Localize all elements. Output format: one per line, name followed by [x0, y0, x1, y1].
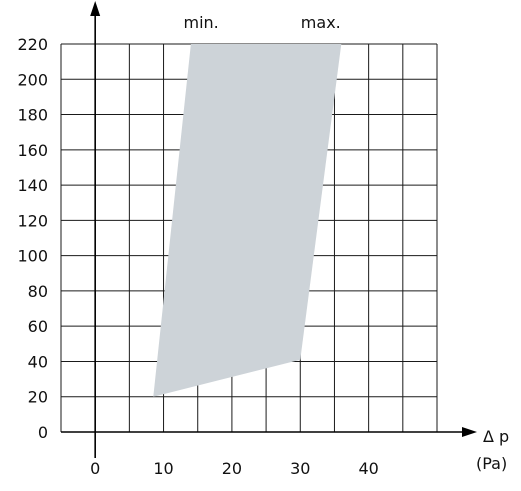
x-axis-unit: (Pa) [476, 454, 507, 473]
min-annotation: min. [184, 13, 219, 32]
y-tick-label: 20 [28, 388, 48, 407]
y-tick-label: 60 [28, 317, 48, 336]
y-tick-label: 100 [17, 247, 48, 266]
x-axis-label: Δ p [483, 427, 509, 446]
max-annotation: max. [301, 13, 341, 32]
y-tick-label: 80 [28, 282, 48, 301]
x-axis-arrow-icon [462, 427, 477, 437]
x-tick-label: 0 [90, 459, 100, 478]
y-tick-label: 200 [17, 70, 48, 89]
operating-range-area [153, 44, 342, 397]
x-tick-label: 30 [290, 459, 310, 478]
y-tick-label: 0 [38, 423, 48, 442]
y-tick-label: 120 [17, 211, 48, 230]
x-tick-label: 20 [222, 459, 242, 478]
x-tick-label: 40 [358, 459, 378, 478]
y-tick-label: 220 [17, 35, 48, 54]
y-tick-labels: 0 20 40 60 80 100 120 140 160 180 200 220 [17, 35, 48, 442]
y-tick-label: 160 [17, 141, 48, 160]
y-tick-label: 140 [17, 176, 48, 195]
y-tick-label: 40 [28, 352, 48, 371]
x-tick-labels: 0 10 20 30 40 [90, 459, 379, 478]
y-axis-arrow-icon [90, 1, 101, 16]
y-tick-label: 180 [17, 106, 48, 125]
annotations: min. max. [184, 13, 341, 32]
x-tick-label: 10 [153, 459, 173, 478]
